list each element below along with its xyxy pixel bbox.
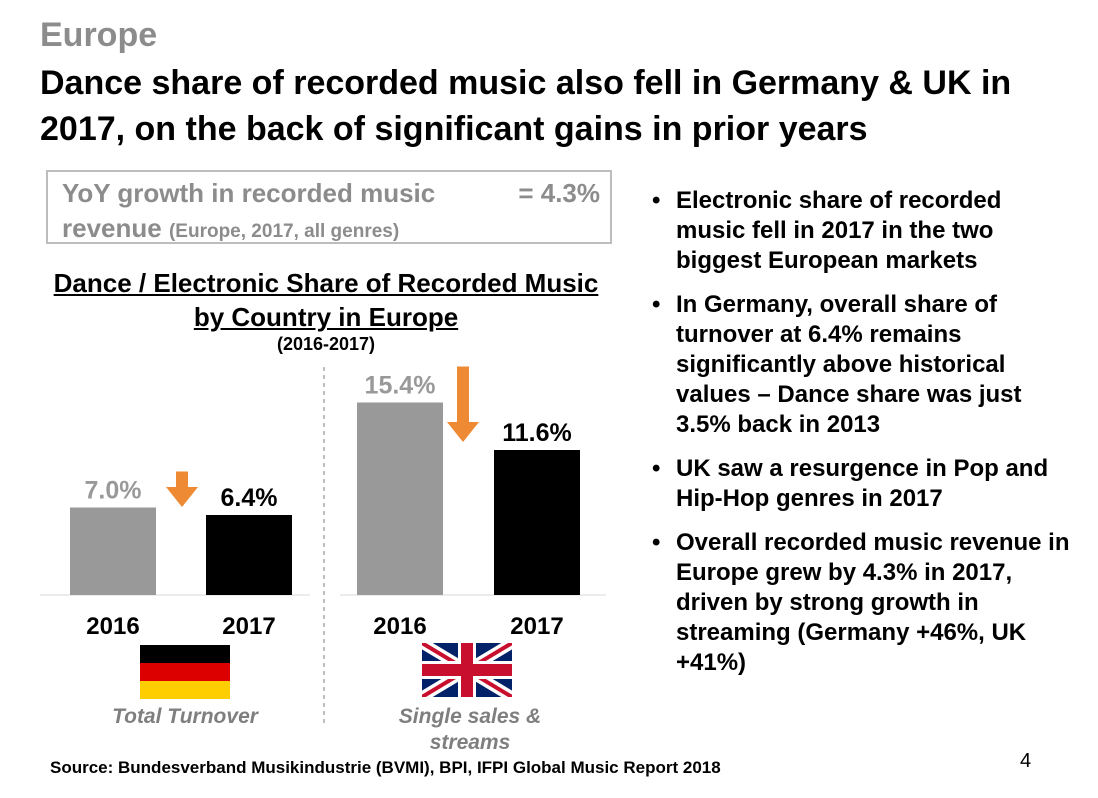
germany-flag-icon — [140, 645, 230, 699]
slide-title: Dance share of recorded music also fell … — [40, 64, 1012, 148]
uk-caption-line-1: Single sales & — [399, 705, 541, 728]
uk-caption-line-2: streams — [430, 731, 511, 754]
x-tick-label-uk-2016: 2016 — [373, 613, 426, 640]
down-arrow-icon — [447, 366, 479, 442]
yoy-label-revenue: revenue — [62, 213, 162, 243]
data-label-germany-2017: 6.4% — [221, 484, 278, 512]
bullet-item: Electronic share of recorded music fell … — [652, 186, 1072, 276]
section-title: Europe — [40, 16, 158, 54]
yoy-growth-box: YoY growth in recorded music = 4.3% reve… — [46, 170, 612, 244]
chart-subtitle: (2016-2017) — [276, 334, 376, 354]
down-arrow-icon — [166, 471, 198, 507]
bullet-item: UK saw a resurgence in Pop and Hip-Hop g… — [652, 454, 1072, 514]
bar-chart: 7.0% 2016 6.4% 2017 15.4% 2016 11.6% 2017 Total… — [40, 366, 606, 754]
bar-uk-2017 — [494, 450, 580, 595]
x-tick-label-germany-2017: 2017 — [222, 613, 275, 640]
yoy-note: (Europe, 2017, all genres) — [168, 221, 400, 242]
chart-title: Dance / Electronic Share of Recorded Mus… — [53, 268, 599, 332]
data-label-germany-2016: 7.0% — [85, 477, 142, 505]
source-note: Source: Bundesverband Musikindustrie (BV… — [50, 758, 721, 777]
yoy-value: = 4.3% — [518, 178, 600, 208]
page-number: 4 — [1020, 750, 1032, 772]
bullet-list: Electronic share of recorded music fell … — [652, 186, 1072, 692]
germany-caption: Total Turnover — [112, 705, 260, 728]
bar-germany-2016 — [70, 507, 156, 595]
bar-uk-2016 — [357, 402, 443, 595]
bullet-item: Overall recorded music revenue in Europe… — [652, 528, 1072, 678]
yoy-label: YoY growth in recorded music — [62, 178, 436, 208]
bar-germany-2017 — [206, 515, 292, 595]
data-label-uk-2016: 15.4% — [365, 372, 436, 400]
data-label-uk-2017: 11.6% — [502, 419, 572, 447]
x-tick-label-uk-2017: 2017 — [510, 613, 563, 640]
yoy-label-continued: revenue (Europe, 2017, all genres) — [62, 213, 399, 244]
uk-flag-icon — [422, 643, 512, 697]
bullet-item: In Germany, overall share of turnover at… — [652, 290, 1072, 440]
x-tick-label-germany-2016: 2016 — [86, 613, 139, 640]
